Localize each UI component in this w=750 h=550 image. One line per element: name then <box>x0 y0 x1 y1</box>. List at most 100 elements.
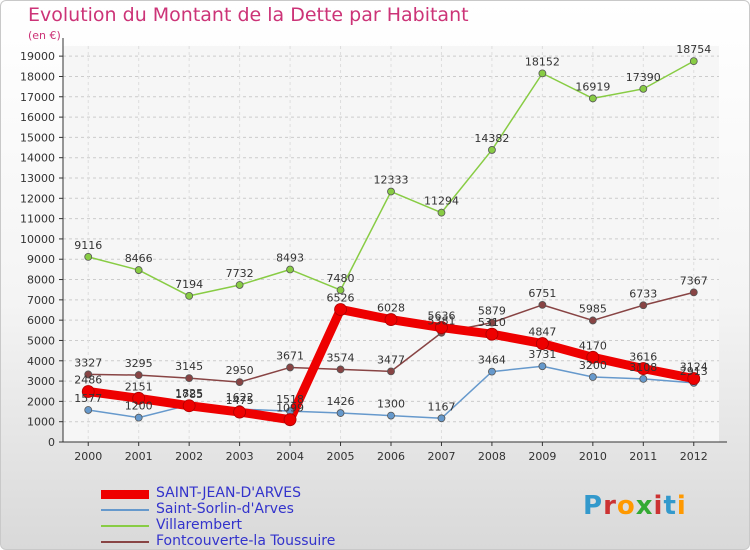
data-label: 6733 <box>629 287 657 300</box>
data-point <box>286 265 294 274</box>
y-tick-label: 9000 <box>27 253 55 266</box>
data-label: 2950 <box>226 364 254 377</box>
line-chart: 0 1000 2000 3000 4000 5000 6000 7000 8000 9000 100… <box>20 38 727 463</box>
legend-item: Villarembert <box>101 517 401 534</box>
data-label: 11294 <box>424 195 459 208</box>
data-label: 5381 <box>427 315 455 328</box>
y-tick-label: 0 <box>48 436 55 449</box>
data-point <box>488 146 496 154</box>
y-tick-label: 6000 <box>27 314 55 327</box>
chart-title: Evolution du Montant de la Dette par Hab… <box>28 4 469 26</box>
x-tick-label: 2000 <box>74 450 102 463</box>
data-point <box>586 350 600 364</box>
y-tick-label: 8000 <box>27 274 55 287</box>
x-tick-label: 2003 <box>226 450 254 463</box>
data-point <box>639 301 648 310</box>
data-label: 3108 <box>629 361 657 374</box>
legend-label: SAINT-JEAN-D'ARVES <box>156 485 301 501</box>
data-point <box>134 371 143 379</box>
data-label: 7367 <box>680 274 708 287</box>
data-point <box>185 374 194 383</box>
data-label: 1200 <box>125 400 153 413</box>
data-label: 5879 <box>478 305 506 318</box>
data-point <box>81 385 95 398</box>
data-label: 6751 <box>528 287 556 300</box>
y-tick-label: 19000 <box>20 50 55 63</box>
x-tick-label: 2005 <box>327 450 355 463</box>
data-point <box>636 362 650 375</box>
data-point <box>387 367 395 376</box>
data-point <box>336 409 345 417</box>
data-point <box>689 57 698 66</box>
data-label: 5636 <box>427 310 455 323</box>
y-tick-label: 12000 <box>20 192 55 205</box>
data-point <box>134 413 143 422</box>
x-tick-label: 2009 <box>528 450 556 463</box>
x-tick-label: 2012 <box>680 450 708 463</box>
data-label: 1099 <box>276 402 304 415</box>
data-point <box>435 321 448 334</box>
data-label: 1518 <box>276 393 304 406</box>
data-point <box>384 313 398 326</box>
data-label: 1785 <box>175 388 203 401</box>
data-label: 3124 <box>680 361 708 374</box>
data-point <box>535 337 549 350</box>
x-tick-label: 2001 <box>125 450 153 463</box>
data-point <box>84 252 93 261</box>
y-tick-label: 18000 <box>20 70 55 83</box>
data-label: 1825 <box>175 387 203 400</box>
data-label: 8466 <box>125 252 153 265</box>
data-label: 18152 <box>525 55 560 68</box>
data-label: 1167 <box>427 400 455 413</box>
data-label: 8493 <box>276 252 304 265</box>
legend-label: Saint-Sorlin-d'Arves <box>156 501 294 517</box>
data-label: 4170 <box>579 339 607 352</box>
data-point <box>485 327 499 341</box>
legend-item: SAINT-JEAN-D'ARVES <box>101 485 401 502</box>
data-label: 3200 <box>579 359 607 372</box>
y-tick-label: 4000 <box>27 355 55 368</box>
legend-item: Saint-Sorlin-d'Arves <box>101 501 401 518</box>
y-tick-label: 7000 <box>27 294 55 307</box>
legend-label: Villarembert <box>156 517 242 533</box>
x-tick-label: 2008 <box>478 450 506 463</box>
data-point <box>687 372 701 385</box>
data-point <box>588 373 597 381</box>
data-label: 2486 <box>74 374 102 387</box>
data-label: 6028 <box>377 302 405 315</box>
unit-label: (en €) <box>28 29 61 42</box>
data-point <box>283 413 297 427</box>
data-label: 9116 <box>74 239 102 252</box>
data-label: 3477 <box>377 353 405 366</box>
data-label: 3671 <box>276 349 304 362</box>
data-point <box>538 69 547 78</box>
data-point <box>132 391 146 405</box>
data-point <box>336 365 345 374</box>
data-point <box>182 399 196 413</box>
legend-swatch <box>101 509 149 511</box>
legend-item: Fontcouverte-la Toussuire <box>101 533 401 549</box>
data-point <box>538 362 547 371</box>
data-point <box>639 374 648 383</box>
x-tick-label: 2010 <box>579 450 607 463</box>
data-label: 7194 <box>175 278 203 291</box>
y-tick-label: 16000 <box>20 111 55 124</box>
data-point <box>488 318 496 327</box>
y-tick-label: 5000 <box>27 334 55 347</box>
data-point <box>588 94 597 103</box>
data-label: 3616 <box>629 351 657 364</box>
data-point <box>387 187 395 196</box>
y-tick-label: 1000 <box>27 416 55 429</box>
x-tick-label: 2004 <box>276 450 304 463</box>
data-label: 1622 <box>226 391 254 404</box>
data-point <box>185 292 194 300</box>
y-tick-label: 17000 <box>20 91 55 104</box>
y-tick-label: 15000 <box>20 131 55 144</box>
data-label: 4847 <box>528 326 556 339</box>
data-point <box>235 378 244 386</box>
data-label: 2151 <box>125 380 153 393</box>
data-point <box>84 370 93 379</box>
proxiti-logo: Proxiti <box>583 491 687 521</box>
data-label: 3295 <box>125 357 153 370</box>
